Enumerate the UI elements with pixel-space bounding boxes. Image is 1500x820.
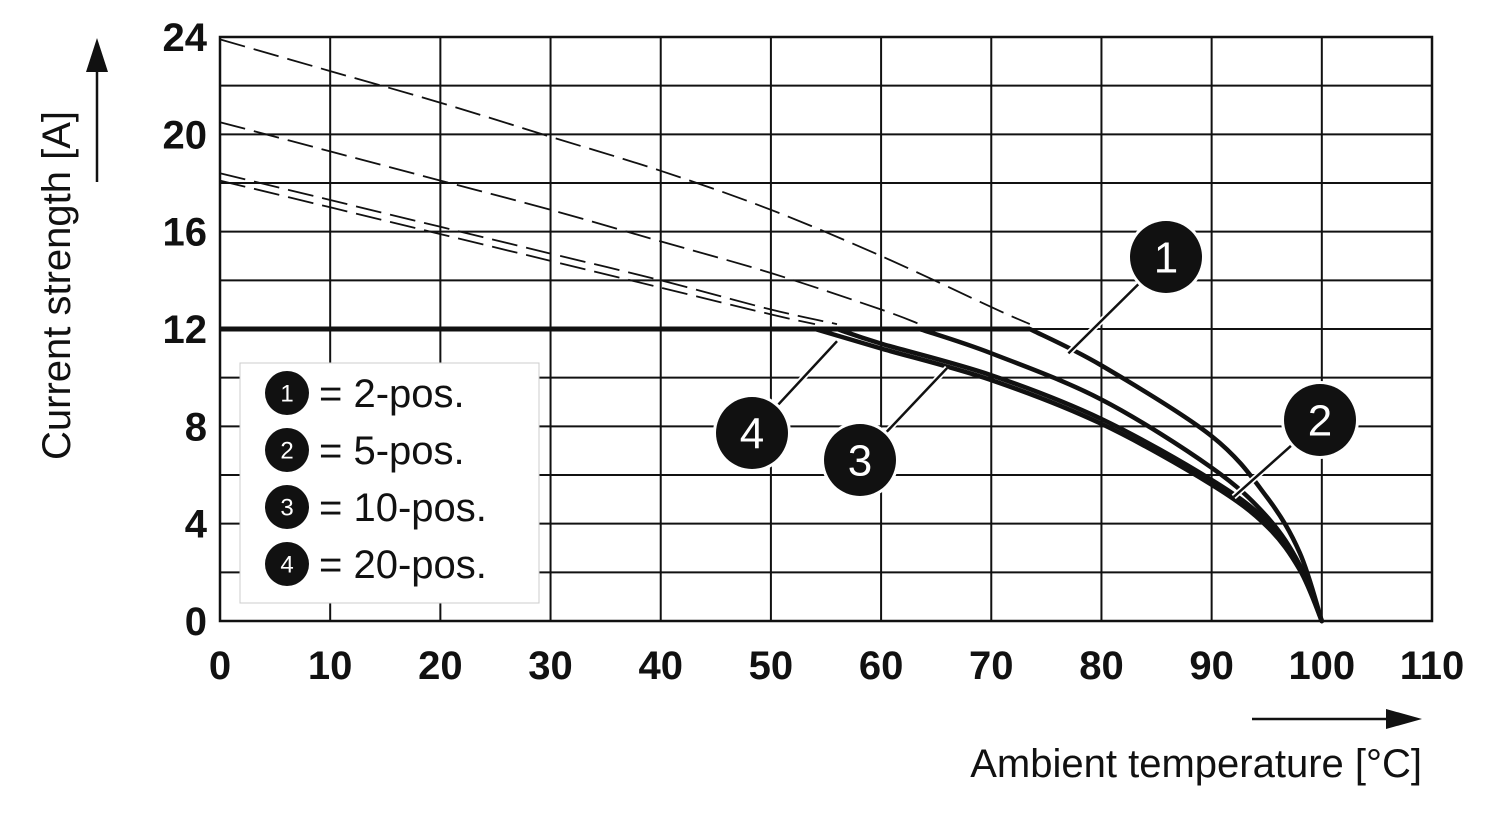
legend-label: = 5-pos. — [319, 429, 465, 473]
badge-number: 4 — [280, 552, 293, 579]
x-tick-label: 10 — [308, 644, 353, 688]
y-tick-label: 0 — [185, 600, 207, 644]
x-axis-title-group: Ambient temperature [°C] — [970, 709, 1422, 786]
badge-circle — [824, 424, 896, 496]
badge-circle — [265, 542, 309, 586]
x-tick-label: 110 — [1400, 644, 1465, 688]
theoretical-curve-4 — [219, 179, 816, 325]
callout-line-2 — [1232, 443, 1294, 498]
derating-curve-1 — [1027, 326, 1325, 624]
x-tick-label: 100 — [1288, 644, 1355, 688]
badge-number: 3 — [280, 495, 293, 522]
badge-circle — [1284, 384, 1356, 456]
x-tick-label: 80 — [1079, 644, 1124, 688]
y-tick-label: 20 — [163, 113, 208, 157]
badge-number: 4 — [740, 410, 764, 459]
x-tick-label: 70 — [969, 644, 1014, 688]
badge-circle — [265, 485, 309, 529]
badge-circle — [265, 371, 309, 415]
legend-badge-1: 1 — [262, 368, 312, 418]
callout-line-1 — [1067, 281, 1142, 355]
callout-line-4 — [775, 340, 838, 408]
y-tick-label: 24 — [163, 16, 208, 60]
callout-line-3 — [883, 367, 949, 435]
badge-circle — [265, 428, 309, 472]
legend-label: = 2-pos. — [319, 372, 465, 416]
y-tick-label: 8 — [185, 405, 207, 449]
y-tick-label: 16 — [163, 211, 208, 255]
x-tick-label: 90 — [1189, 644, 1234, 688]
badge-circle — [1130, 221, 1202, 293]
y-tick-label: 12 — [163, 308, 208, 352]
theoretical-curve-3 — [219, 172, 838, 325]
x-tick-label: 60 — [859, 644, 904, 688]
x-tick-label: 20 — [418, 644, 463, 688]
curve-badge-1: 1 — [1127, 218, 1205, 296]
badge-number: 1 — [280, 381, 293, 408]
theoretical-curves — [219, 38, 1031, 325]
legend-badge-2: 2 — [262, 425, 312, 475]
x-tick-label: 0 — [209, 644, 231, 688]
badge-circle — [716, 397, 788, 469]
x-tick-label: 30 — [528, 644, 573, 688]
curve-annotations: 1 2 3 4 — [713, 218, 1359, 500]
x-axis-arrow-icon — [1386, 709, 1422, 729]
x-tick-label: 40 — [638, 644, 683, 688]
legend-badge-4: 4 — [262, 539, 312, 589]
badge-number: 3 — [848, 437, 872, 486]
badge-number: 2 — [280, 438, 293, 465]
derating-curves — [220, 326, 1325, 624]
legend-badge-3: 3 — [262, 482, 312, 532]
legend-label: = 10-pos. — [319, 486, 487, 530]
y-axis-title: Current strength [A] — [35, 111, 79, 460]
x-axis-title: Ambient temperature [°C] — [970, 742, 1422, 786]
theoretical-curve-1 — [219, 38, 1031, 325]
curve-badge-4: 4 — [713, 394, 791, 472]
grid — [218, 35, 1434, 623]
x-tick-label: 50 — [749, 644, 794, 688]
y-axis-title-group: Current strength [A] — [35, 38, 108, 460]
legend-label: = 20-pos. — [319, 543, 487, 587]
badge-number: 1 — [1154, 234, 1178, 283]
y-axis-arrow-icon — [86, 38, 108, 72]
theoretical-curve-2 — [219, 121, 921, 325]
legend: 1 = 2-pos. 2 = 5-pos. 3 = 10-pos. 4 = 20-pos. — [239, 362, 540, 604]
y-tick-label: 4 — [185, 503, 208, 547]
curve-badge-3: 3 — [821, 421, 899, 499]
derating-curve-4 — [812, 326, 1325, 624]
curve-badge-2: 2 — [1281, 381, 1359, 459]
badge-number: 2 — [1308, 397, 1332, 446]
